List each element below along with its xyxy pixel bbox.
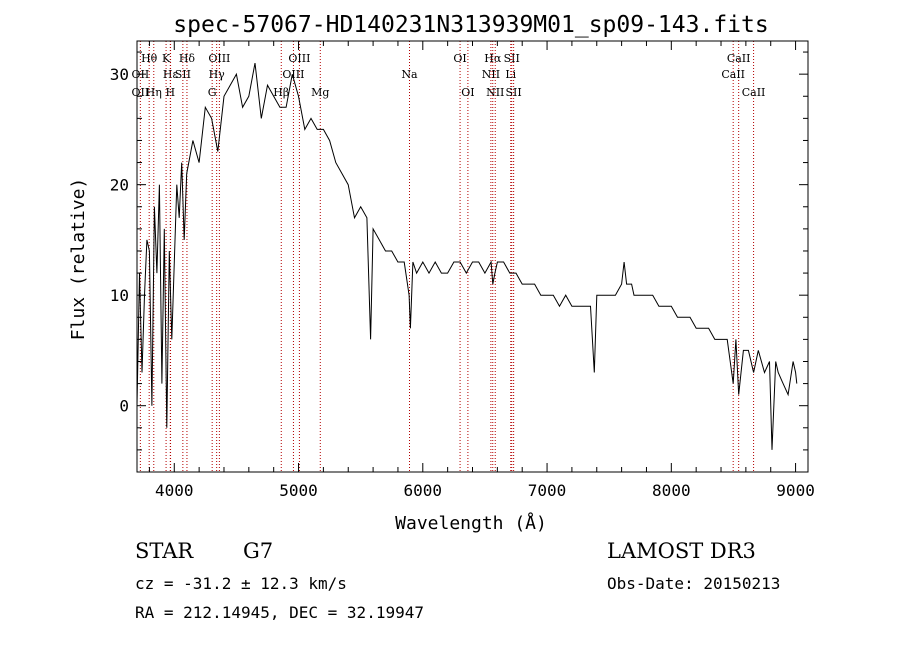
- x-tick-label: 9000: [776, 481, 815, 500]
- marker-label-21: NII: [482, 68, 500, 81]
- marker-label-14: Hβ: [273, 86, 289, 99]
- x-axis-ticks: 4000 5000 6000 7000 8000 9000: [148, 41, 815, 500]
- marker-label-24: SII: [506, 86, 522, 99]
- marker-label-0: Hθ: [141, 52, 158, 65]
- x-tick-label: 5000: [279, 481, 318, 500]
- marker-label-26: CaII: [721, 68, 745, 81]
- marker-label-15: Mg: [311, 86, 329, 99]
- marker-label-10: Hγ: [209, 68, 226, 81]
- marker-label-18: OI: [461, 86, 474, 99]
- redshift-readout: cz = -31.2 ± 12.3 km/s: [135, 574, 347, 593]
- marker-label-16: Na: [401, 68, 418, 81]
- y-tick-label: 0: [119, 397, 129, 416]
- marker-label-9: OIII: [208, 52, 230, 65]
- marker-label-13: OIII: [282, 68, 304, 81]
- y-axis-ticks: 0 10 20 30: [110, 51, 808, 451]
- x-tick-label: 7000: [528, 481, 567, 500]
- marker-label-20: SII: [504, 52, 520, 65]
- marker-label-2: OII: [131, 86, 149, 99]
- marker-label-6: H: [166, 86, 176, 99]
- x-tick-label: 6000: [404, 481, 443, 500]
- marker-label-22: Li: [505, 68, 516, 81]
- marker-label-19: Hα: [484, 52, 502, 65]
- marker-label-8: SII: [175, 68, 191, 81]
- survey-name: LAMOST DR3: [607, 539, 756, 563]
- y-tick-label: 30: [110, 65, 129, 84]
- marker-label-5: Hη: [146, 86, 162, 99]
- marker-label-25: CaII: [727, 52, 751, 65]
- marker-label-27: CaII: [742, 86, 766, 99]
- chart-title: spec-57067-HD140231N313939M01_sp09-143.f…: [173, 12, 768, 38]
- y-tick-label: 20: [110, 176, 129, 195]
- coordinates: RA = 212.14945, DEC = 32.19947: [135, 603, 424, 622]
- x-tick-label: 4000: [155, 481, 194, 500]
- marker-label-23: NII: [486, 86, 504, 99]
- spectrum-line: [136, 63, 798, 450]
- marker-label-3: K: [162, 52, 171, 65]
- marker-label-11: G: [208, 86, 217, 99]
- obs-date: Obs-Date: 20150213: [607, 574, 781, 593]
- plot-frame: [136, 40, 809, 473]
- marker-label-17: OI: [453, 52, 466, 65]
- subclass: G7: [243, 539, 274, 563]
- object-class: STAR: [135, 539, 194, 563]
- marker-label-7: Hδ: [179, 52, 196, 65]
- marker-label-12: OIII: [288, 52, 310, 65]
- x-tick-label: 8000: [652, 481, 691, 500]
- y-axis-label: Flux (relative): [68, 178, 89, 341]
- y-tick-label: 10: [110, 286, 129, 305]
- x-axis-label: Wavelength (Å): [395, 512, 547, 534]
